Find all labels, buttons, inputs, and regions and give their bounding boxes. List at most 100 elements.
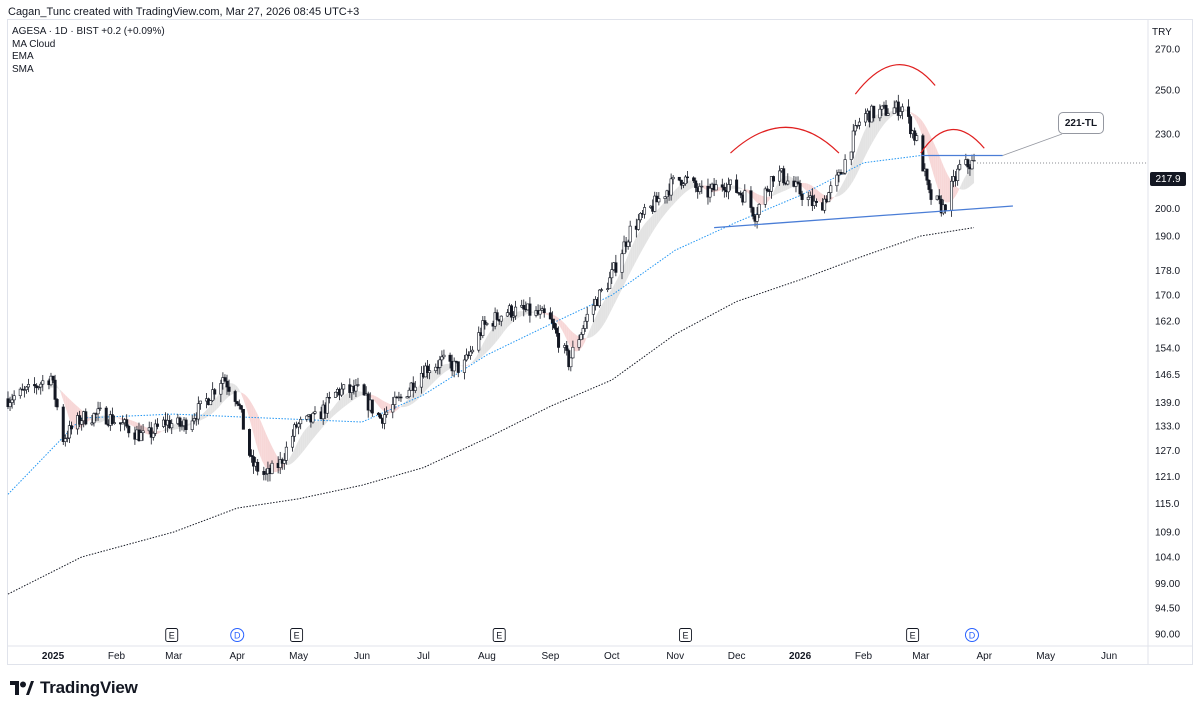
- candle: [342, 384, 346, 395]
- candle: [196, 396, 200, 425]
- ma-cloud-segment: [531, 311, 534, 313]
- ma-cloud-segment: [836, 189, 839, 197]
- dividend-marker[interactable]: D: [230, 628, 245, 642]
- candle-body: [597, 289, 601, 307]
- y-tick-label: 90.00: [1155, 630, 1180, 641]
- earnings-marker[interactable]: E: [492, 628, 506, 642]
- ma-cloud-segment: [329, 409, 332, 420]
- candle: [462, 354, 466, 380]
- ma-cloud-segment: [298, 436, 301, 457]
- ma-cloud-segment: [315, 421, 318, 437]
- candle-body: [219, 383, 223, 395]
- indicator-sma[interactable]: SMA: [12, 63, 34, 75]
- ma-cloud-segment: [871, 116, 874, 144]
- candle: [282, 453, 286, 470]
- ma-cloud-segment: [237, 386, 240, 393]
- ma-cloud-segment: [286, 460, 289, 466]
- ma-cloud-segment: [292, 448, 295, 463]
- candle: [597, 289, 601, 308]
- candle-body: [241, 409, 245, 430]
- candle-body: [514, 306, 518, 317]
- earnings-marker[interactable]: E: [679, 628, 692, 642]
- ma-cloud-segment: [441, 364, 444, 375]
- candle: [192, 413, 196, 425]
- ma-cloud-segment: [138, 423, 142, 431]
- ma-cloud-segment: [239, 389, 242, 395]
- candle: [898, 106, 902, 119]
- ma-cloud-segment: [875, 114, 878, 137]
- earnings-marker[interactable]: E: [290, 628, 304, 642]
- candle-body: [311, 413, 315, 423]
- symbol-line[interactable]: AGESA · 1D · BIST +0.2 (+0.09%): [12, 26, 165, 37]
- candle-body: [694, 180, 698, 188]
- ma-cloud-segment: [157, 430, 160, 434]
- candle-body: [22, 389, 26, 391]
- candle: [96, 401, 100, 421]
- ma-cloud-segment: [615, 277, 618, 302]
- candle-body: [528, 303, 532, 316]
- ma-cloud-segment: [488, 330, 492, 350]
- candle: [440, 350, 444, 366]
- ma-cloud-segment: [474, 355, 477, 362]
- candle: [233, 389, 237, 407]
- candle-body: [96, 408, 100, 415]
- candle: [376, 411, 380, 418]
- candle-body: [915, 135, 919, 141]
- y-tick-label: 200.0: [1155, 204, 1180, 215]
- ma-cloud-segment: [337, 399, 340, 413]
- indicator-ema[interactable]: EMA: [12, 51, 34, 62]
- ma-cloud-segment: [486, 333, 489, 353]
- ma-cloud-segment: [161, 430, 164, 432]
- earnings-marker[interactable]: E: [906, 628, 920, 642]
- candle: [49, 372, 53, 387]
- ma-cloud-segment: [662, 201, 665, 217]
- ma-cloud-segment: [349, 391, 352, 403]
- ma-cloud-segment: [779, 178, 782, 193]
- ma-cloud-segment: [247, 397, 250, 419]
- candle: [878, 104, 882, 122]
- candle: [749, 186, 753, 213]
- candle: [112, 415, 116, 425]
- ma-cloud-segment: [771, 191, 774, 197]
- ma-cloud-segment: [667, 196, 670, 212]
- ma-cloud-segment: [929, 132, 932, 167]
- ma-cloud-segment: [304, 427, 307, 450]
- ma-cloud-segment: [574, 334, 577, 352]
- ma-cloud-segment: [380, 399, 383, 411]
- candle-body: [849, 151, 853, 160]
- candle: [262, 466, 266, 481]
- tradingview-logo[interactable]: TradingView: [10, 678, 138, 698]
- ma-cloud-segment: [568, 328, 571, 348]
- candle: [18, 387, 22, 399]
- candle-body: [227, 386, 231, 392]
- candle-body: [104, 407, 108, 425]
- ma-cloud-segment: [259, 418, 262, 461]
- y-tick-label: 178.0: [1155, 266, 1180, 277]
- ma-cloud-segment: [681, 182, 684, 197]
- ma-cloud-segment: [423, 377, 426, 394]
- candle-body: [886, 113, 890, 116]
- indicator-ma-cloud[interactable]: MA Cloud: [12, 38, 56, 50]
- candle-body: [464, 354, 468, 361]
- x-tick-label: Feb: [855, 651, 873, 662]
- ma-cloud-segment: [294, 444, 297, 462]
- candle-body: [970, 160, 974, 170]
- currency-label[interactable]: TRY: [1152, 27, 1172, 38]
- ma-cloud-segment: [593, 317, 596, 336]
- earnings-badge: [906, 628, 920, 642]
- ma-cloud-segment: [564, 323, 567, 340]
- candle: [383, 408, 387, 430]
- candle-body: [708, 187, 712, 198]
- ma-cloud-segment: [355, 391, 358, 399]
- ma-cloud-segment: [638, 230, 641, 258]
- ma-cloud-segment: [222, 385, 225, 403]
- earnings-marker[interactable]: E: [165, 628, 179, 642]
- ma-cloud-segment: [589, 326, 592, 338]
- candle-body: [10, 399, 14, 403]
- dividend-marker[interactable]: D: [964, 628, 979, 642]
- ma-cloud-segment: [560, 319, 563, 332]
- x-tick-label: Feb: [108, 651, 126, 662]
- candle: [681, 181, 685, 189]
- candle: [810, 188, 814, 212]
